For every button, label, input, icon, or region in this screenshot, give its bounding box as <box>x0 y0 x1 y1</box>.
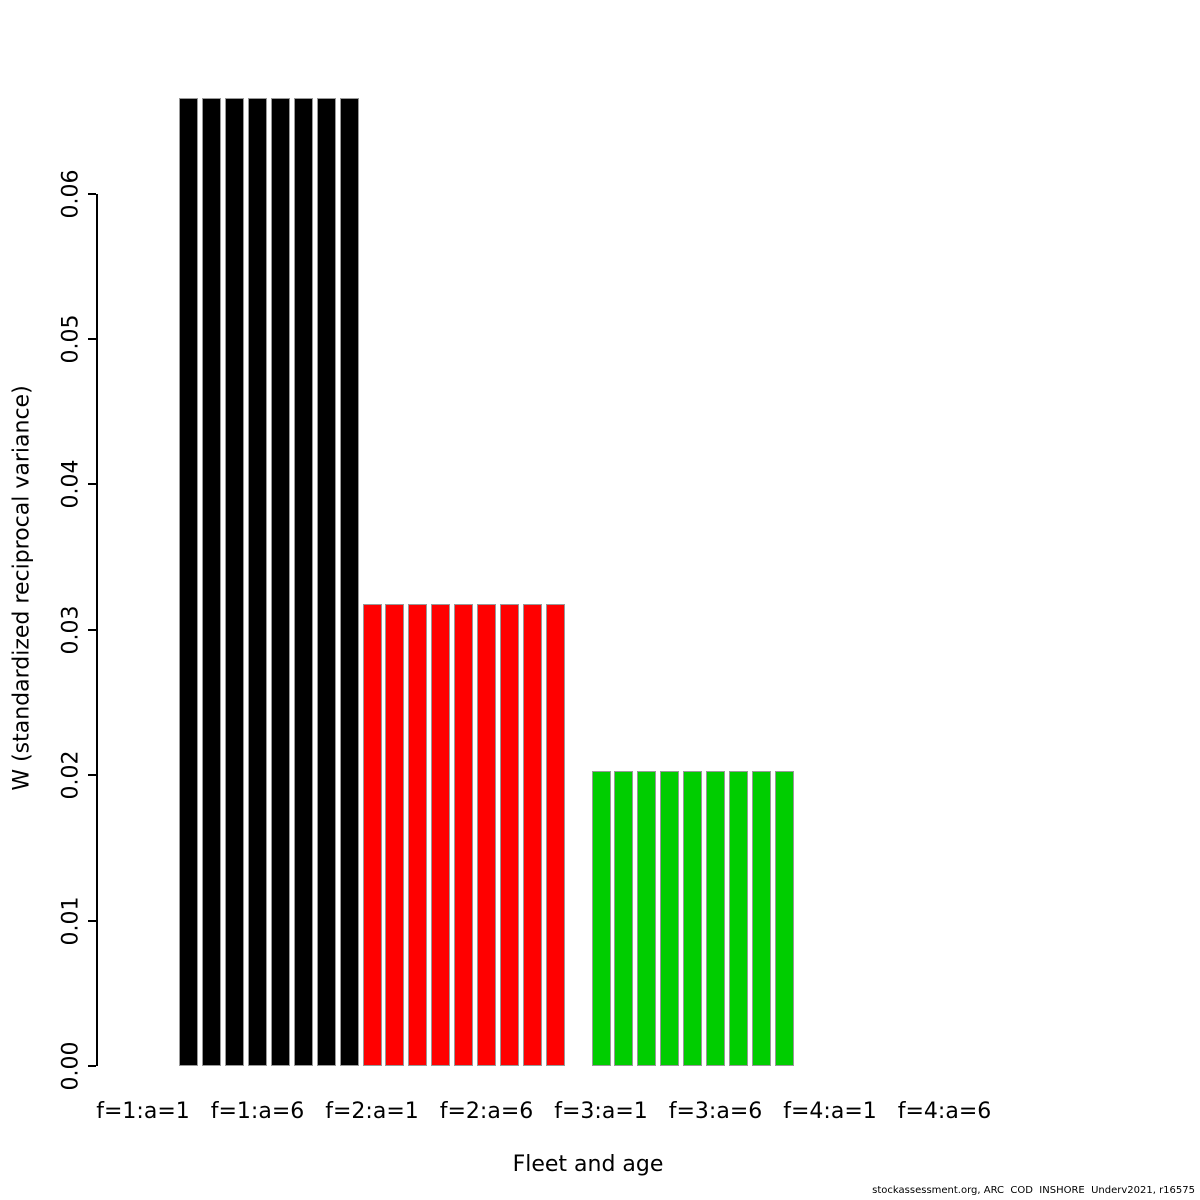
y-axis-tick <box>88 774 96 777</box>
bar-fleet-2 <box>522 603 542 1066</box>
caption: stockassessment.org, ARC COD INSHORE Und… <box>872 1185 1195 1196</box>
y-tick-label: 0.04 <box>58 459 84 509</box>
y-tick-label: 0.02 <box>58 750 84 800</box>
y-axis-tick <box>88 1065 96 1067</box>
bar-fleet-2 <box>408 603 428 1066</box>
bar-fleet-3 <box>591 770 611 1066</box>
y-axis-line <box>96 193 98 1066</box>
bar-fleet-3 <box>706 770 725 1066</box>
bar-fleet-1 <box>316 97 336 1066</box>
y-tick-label: 0.00 <box>58 1041 84 1091</box>
y-axis-title: W (standardized reciprocal variance) <box>9 385 35 791</box>
bar-fleet-3 <box>660 770 680 1066</box>
bar-fleet-1 <box>270 97 290 1066</box>
bar-fleet-2 <box>454 603 474 1066</box>
y-tick-label: 0.03 <box>58 605 84 655</box>
x-tick-label: f=3:a=1 <box>554 1099 648 1124</box>
bar-fleet-2 <box>545 603 565 1066</box>
x-tick-label: f=1:a=6 <box>210 1099 305 1124</box>
x-tick-label: f=3:a=6 <box>668 1099 763 1124</box>
bar-fleet-1 <box>225 97 245 1066</box>
bar-fleet-1 <box>179 97 199 1066</box>
bar-fleet-3 <box>683 770 703 1066</box>
x-tick-label: f=4:a=1 <box>783 1099 877 1124</box>
x-axis-title: Fleet and age <box>512 1152 664 1177</box>
y-tick-label: 0.06 <box>58 169 84 219</box>
bar-fleet-1 <box>339 97 359 1066</box>
y-tick-label: 0.01 <box>58 896 84 946</box>
bar-fleet-3 <box>614 770 634 1066</box>
y-axis-tick <box>88 919 96 922</box>
x-tick-label: f=4:a=6 <box>897 1099 992 1124</box>
bar-fleet-2 <box>385 603 405 1066</box>
bar-fleet-2 <box>431 603 451 1066</box>
bar-fleet-2 <box>499 603 519 1066</box>
bar-fleet-2 <box>362 603 382 1066</box>
bar-fleet-3 <box>751 770 771 1066</box>
y-axis-tick <box>88 483 96 486</box>
bar-fleet-3 <box>774 770 794 1066</box>
y-axis-tick <box>88 192 96 195</box>
y-tick-label: 0.05 <box>58 314 84 364</box>
x-tick-label: f=1:a=1 <box>96 1099 190 1124</box>
x-tick-label: f=2:a=1 <box>325 1099 419 1124</box>
bar-fleet-1 <box>202 97 222 1066</box>
x-tick-label: f=2:a=6 <box>439 1099 534 1124</box>
bar-fleet-3 <box>637 770 657 1066</box>
bar-fleet-1 <box>293 97 313 1066</box>
bar-fleet-2 <box>477 603 496 1066</box>
bar-fleet-1 <box>248 97 267 1066</box>
y-axis-tick <box>88 338 96 340</box>
bar-fleet-3 <box>728 770 748 1066</box>
y-axis-tick <box>88 628 96 631</box>
